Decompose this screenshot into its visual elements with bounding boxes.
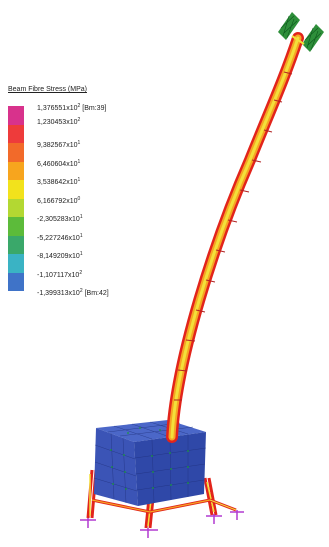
legend-value-label: 9,382567x101 xyxy=(37,139,80,150)
legend-extreme-tag: [Bm:42] xyxy=(84,290,109,297)
foundation-block xyxy=(93,420,207,506)
legend-value-exponent: 1 xyxy=(77,158,81,165)
legend-title: Beam Fibre Stress (MPa) xyxy=(8,86,87,93)
legend-value-mantissa: 1,230453 xyxy=(37,118,67,126)
legend-value-times: x10 xyxy=(68,290,80,297)
legend-value-label: -5,227246x101 xyxy=(37,232,83,243)
legend-value-exponent: 2 xyxy=(77,103,81,109)
legend-value-exponent: 1 xyxy=(79,232,83,239)
legend-value-mantissa: -1,107117 xyxy=(37,271,69,279)
legend-value-times: x10 xyxy=(68,271,80,279)
legend-value-exponent: 1 xyxy=(77,177,81,183)
legend-value-label: -1,107117x102 xyxy=(37,269,82,280)
legend-value-times: x10 xyxy=(66,118,78,126)
stress-legend: Beam Fibre Stress (MPa) 1,376551x102 [Bm:… xyxy=(6,86,156,316)
legend-value-times: x10 xyxy=(66,105,78,112)
legend-value-mantissa: 3,538642 xyxy=(37,179,67,186)
legend-value-times: x10 xyxy=(66,142,78,149)
legend-value-exponent: 2 xyxy=(77,116,81,123)
legend-value-mantissa: -2,305283 xyxy=(37,216,69,223)
legend-value-exponent: 1 xyxy=(79,251,83,257)
support-markers xyxy=(80,510,244,538)
pole-beam xyxy=(166,32,304,443)
legend-color-band xyxy=(8,254,24,273)
legend-color-band xyxy=(8,235,24,254)
legend-value-mantissa: -1,399313 xyxy=(37,290,69,297)
legend-value-times: x10 xyxy=(66,197,78,205)
legend-value-times: x10 xyxy=(66,160,78,168)
legend-value-times: x10 xyxy=(68,216,80,223)
legend-extreme-tag: [Bm:39] xyxy=(82,105,107,112)
legend-color-band xyxy=(8,143,24,162)
legend-color-band xyxy=(8,198,24,217)
legend-value-mantissa: 6,166792 xyxy=(37,197,67,205)
legend-value-exponent: 2 xyxy=(79,288,83,294)
legend-value-exponent: 2 xyxy=(79,269,83,276)
legend-value-label: 6,166792x100 xyxy=(37,195,80,206)
legend-value-label: -8,149209x101 xyxy=(37,250,83,261)
legend-color-band xyxy=(8,180,24,199)
legend-value-mantissa: 1,376551 xyxy=(37,105,67,112)
legend-value-mantissa: -8,149209 xyxy=(37,253,69,260)
legend-value-mantissa: 9,382567 xyxy=(37,142,67,149)
legend-value-mantissa: -5,227246 xyxy=(37,234,69,242)
legend-value-times: x10 xyxy=(66,179,78,186)
legend-color-band xyxy=(8,217,24,236)
legend-value-exponent: 1 xyxy=(77,140,81,146)
legend-value-exponent: 0 xyxy=(77,195,81,202)
legend-value-label: 6,460604x101 xyxy=(37,158,80,169)
legend-value-mantissa: 6,460604 xyxy=(37,160,67,168)
legend-value-exponent: 1 xyxy=(79,214,83,220)
legend-color-band xyxy=(8,161,24,180)
legend-value-times: x10 xyxy=(68,234,80,242)
legend-value-label: -2,305283x101 xyxy=(37,213,83,224)
legend-color-band xyxy=(8,272,24,291)
legend-value-label: 3,538642x101 xyxy=(37,176,80,187)
legend-color-band xyxy=(8,106,24,125)
legend-value-label: -1,399313x102 [Bm:42] xyxy=(37,287,109,298)
legend-value-label: 1,230453x102 xyxy=(37,116,80,127)
antenna-panels xyxy=(278,12,324,52)
legend-value-label: 1,376551x102 [Bm:39] xyxy=(37,102,106,113)
legend-value-times: x10 xyxy=(68,253,80,260)
legend-color-band xyxy=(8,124,24,143)
